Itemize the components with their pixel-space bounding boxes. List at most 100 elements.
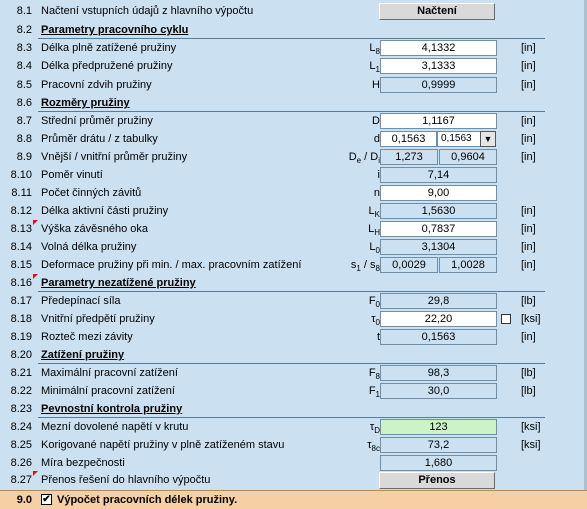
wire-diameter-table-select[interactable]: 0,1563 <box>437 131 481 147</box>
symbol: τD <box>369 421 380 436</box>
row-number: 8.21 <box>10 367 32 379</box>
row-number: 8.3 <box>16 42 32 54</box>
row-label: Výška závěsného oka <box>41 223 149 235</box>
row-8-4: 8.4 Délka předpružené pružiny L1 3,1333 … <box>0 57 587 75</box>
comment-marker-icon <box>33 220 38 225</box>
row-number: 8.27 <box>10 474 32 486</box>
unit: [in] <box>521 241 536 253</box>
row-label: Délka aktivní části pružiny <box>41 205 169 217</box>
hook-height-input[interactable]: 0,7837 <box>380 221 497 237</box>
internal-stress-input[interactable]: 22,20 <box>380 311 497 327</box>
row-label: Počet činných závitů <box>41 187 142 199</box>
row-8-22: 8.22 Minimální pracovní zatížení F1 30,0… <box>0 382 587 400</box>
row-number: 8.23 <box>10 403 32 415</box>
row-8-16: 8.16 Parametry nezatížené pružiny <box>0 274 587 292</box>
row-number: 8.10 <box>10 169 32 181</box>
row-8-1: 8.1 Načtení vstupních údajů z hlavního v… <box>0 2 587 20</box>
row-8-8: 8.8 Průměr drátu / z tabulky d 0,1563 0,… <box>0 130 587 148</box>
row-8-14: 8.14 Volná délka pružiny L0 3,1304 [in] <box>0 238 587 256</box>
row-number: 8.22 <box>10 385 32 397</box>
row-number: 8.1 <box>16 5 32 17</box>
symbol: L8 <box>369 42 380 57</box>
preload-force-value: 29,8 <box>380 293 497 309</box>
unit: [in] <box>521 331 536 343</box>
inner-diameter-value: 0,9604 <box>439 149 497 165</box>
unit: [lb] <box>521 385 536 397</box>
chevron-down-icon[interactable]: ▼ <box>480 131 496 147</box>
unit: [in] <box>521 79 536 91</box>
row-label: Volná délka pružiny <box>41 241 137 253</box>
spring-index-value: 7,14 <box>380 167 497 183</box>
symbol: F1 <box>368 385 380 400</box>
row-8-19: 8.19 Rozteč mezi závity t 0,1563 [in] <box>0 328 587 346</box>
section-header: Zatížení pružiny <box>41 349 125 361</box>
min-load-value: 30,0 <box>380 383 497 399</box>
section-header: Pevnostní kontrola pružiny <box>41 403 183 415</box>
symbol: τ0 <box>371 313 380 328</box>
row-label: Délka plně zatížené pružiny <box>41 42 177 54</box>
section-header: Parametry nezatížené pružiny <box>41 277 196 289</box>
section-header: Parametry pracovního cyklu <box>41 24 189 36</box>
active-length-value: 1,5630 <box>380 203 497 219</box>
row-number: 8.6 <box>16 97 32 109</box>
symbol: D <box>372 115 380 127</box>
unit: [in] <box>521 115 536 127</box>
load-button[interactable]: Načtení <box>379 3 495 20</box>
section-9-checkbox[interactable]: ✔ <box>41 494 52 505</box>
row-label: Délka předpružené pružiny <box>41 60 173 72</box>
divider <box>38 417 545 418</box>
full-load-length-input[interactable]: 4,1332 <box>380 40 497 56</box>
section-header: Rozměry pružiny <box>41 97 130 109</box>
internal-stress-checkbox[interactable] <box>501 314 511 324</box>
row-number: 8.24 <box>10 421 32 433</box>
unit: [lb] <box>521 295 536 307</box>
row-label: Korigované napětí pružiny v plně zatížen… <box>41 439 285 451</box>
row-label: Střední průměr pružiny <box>41 115 153 127</box>
preload-length-input[interactable]: 3,1333 <box>380 58 497 74</box>
unit: [in] <box>521 60 536 72</box>
unit: [in] <box>521 259 536 271</box>
row-number: 8.8 <box>16 133 32 145</box>
row-8-5: 8.5 Pracovní zdvih pružiny H 0,9999 [in] <box>0 76 587 94</box>
symbol: d <box>373 133 380 145</box>
symbol: s1 / s8 <box>350 259 380 274</box>
transfer-button[interactable]: Přenos <box>379 472 495 489</box>
symbol: L0 <box>369 241 380 256</box>
symbol: H <box>372 79 380 91</box>
min-deflection-value: 0,0029 <box>380 257 438 273</box>
divider <box>38 363 545 364</box>
wire-diameter-input[interactable]: 0,1563 <box>380 131 437 147</box>
row-number: 8.11 <box>11 187 32 199</box>
row-number: 8.17 <box>10 295 32 307</box>
active-coils-input[interactable]: 9,00 <box>380 185 497 201</box>
row-number: 8.18 <box>10 313 32 325</box>
section-9-bar[interactable]: 9.0 ✔ Výpočet pracovních délek pružiny. <box>0 490 587 509</box>
row-label: Mezní dovolené napětí v krutu <box>41 421 189 433</box>
unit: [in] <box>521 223 536 235</box>
mean-diameter-input[interactable]: 1,1167 <box>380 113 497 129</box>
row-8-10: 8.10 Poměr vinutí i 7,14 <box>0 166 587 184</box>
symbol: i <box>377 169 380 181</box>
row-number: 8.16 <box>10 277 32 289</box>
row-number: 8.26 <box>10 457 32 469</box>
row-number: 8.25 <box>10 439 32 451</box>
row-label: Rozteč mezi závity <box>41 331 133 343</box>
row-number: 8.5 <box>16 79 32 91</box>
row-number: 8.9 <box>16 151 32 163</box>
row-label: Poměr vinutí <box>41 169 103 181</box>
right-border <box>584 0 587 490</box>
row-number: 8.15 <box>10 259 32 271</box>
row-8-27: 8.27 Přenos řešení do hlavního výpočtu P… <box>0 471 587 489</box>
row-number: 9.0 <box>16 494 32 506</box>
unit: [in] <box>521 42 536 54</box>
row-8-12: 8.12 Délka aktivní části pružiny LK 1,56… <box>0 202 587 220</box>
row-label: Míra bezpečnosti <box>41 457 125 469</box>
row-8-3: 8.3 Délka plně zatížené pružiny L8 4,133… <box>0 39 587 57</box>
row-number: 8.7 <box>16 115 32 127</box>
symbol: τ8c <box>367 439 380 454</box>
unit: [in] <box>521 151 536 163</box>
divider <box>38 38 545 39</box>
unit: [in] <box>521 133 536 145</box>
row-label: Maximální pracovní zatížení <box>41 367 178 379</box>
